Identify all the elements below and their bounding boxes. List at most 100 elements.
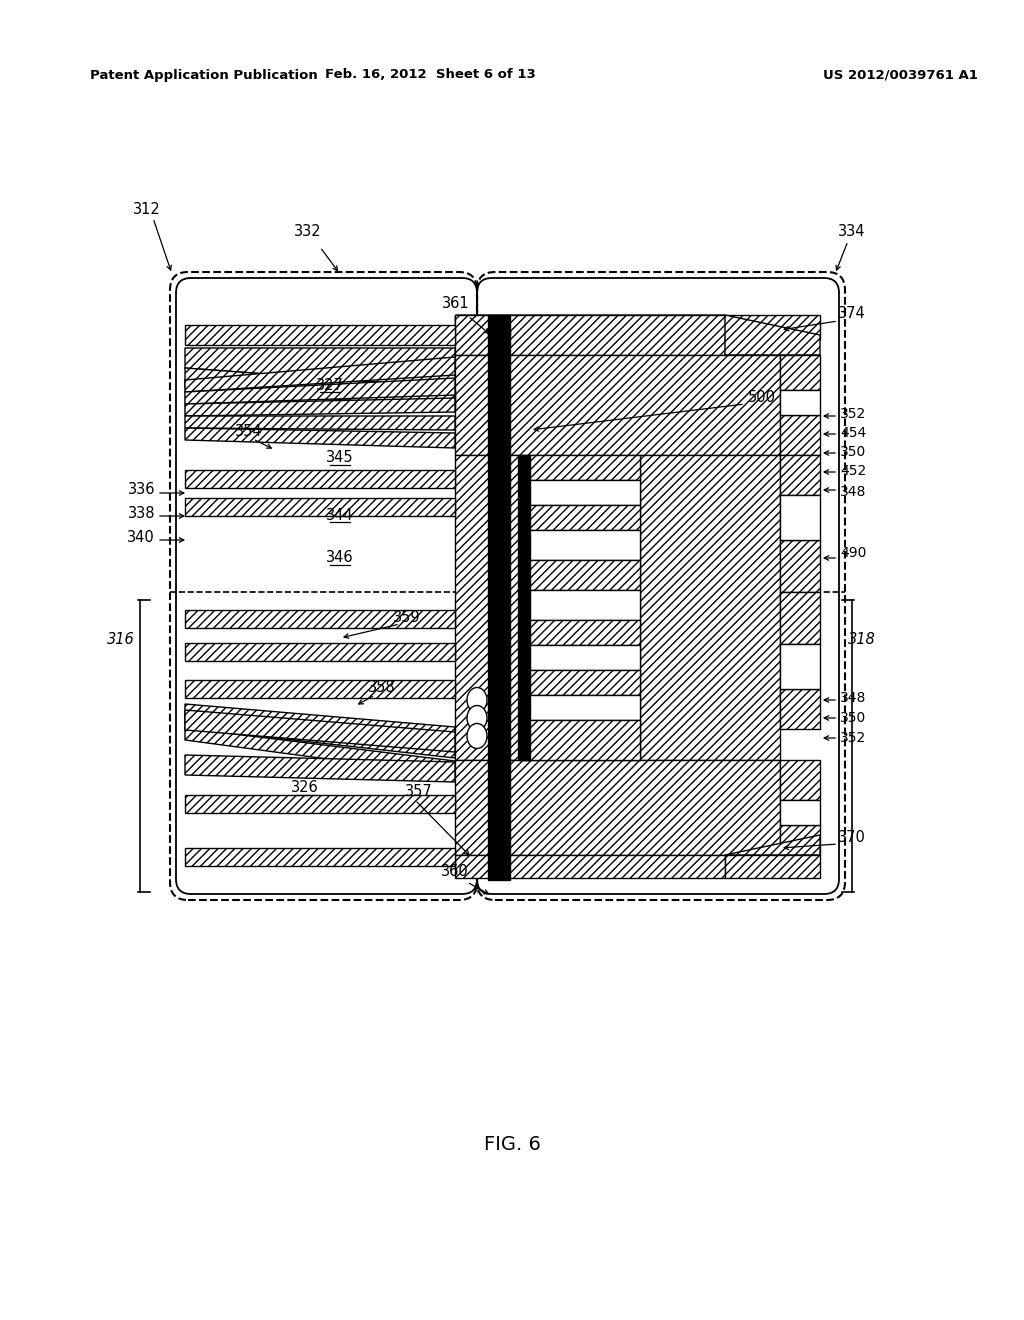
Text: 318: 318 [848,632,876,648]
Bar [185,643,455,661]
Bar [455,315,725,335]
Polygon shape [725,315,820,355]
Bar [520,671,640,696]
Polygon shape [185,755,455,781]
Bar [520,560,640,590]
Text: 348: 348 [840,690,866,705]
Bar [518,455,530,760]
Text: 358: 358 [368,681,395,696]
Bar [520,531,640,560]
Bar [780,389,820,414]
Text: 340: 340 [127,531,155,545]
Text: 346: 346 [327,550,354,565]
Bar [640,455,780,760]
Polygon shape [185,416,455,430]
Bar [520,506,640,531]
Bar [520,696,640,719]
Bar [455,760,780,855]
Text: 312: 312 [133,202,161,218]
Polygon shape [185,348,455,388]
Text: 359: 359 [393,610,421,624]
Bar [185,389,455,411]
Bar [185,498,455,516]
Polygon shape [780,355,820,389]
Bar [185,847,455,866]
Polygon shape [455,315,725,335]
Polygon shape [185,368,455,408]
FancyBboxPatch shape [170,272,477,900]
Polygon shape [780,414,820,455]
Bar [520,719,640,760]
Polygon shape [185,378,455,404]
Bar [780,591,820,644]
Bar [185,470,455,488]
Ellipse shape [467,688,487,713]
Bar [520,455,640,480]
Bar [488,870,510,880]
FancyBboxPatch shape [477,272,845,900]
Text: 338: 338 [128,506,155,520]
Text: 500: 500 [748,391,776,405]
Bar [520,620,640,645]
Bar [455,455,520,760]
Ellipse shape [467,705,487,730]
Text: 361: 361 [442,297,470,312]
Bar [520,480,640,506]
Bar [780,644,820,689]
Bar [185,680,455,698]
Bar [185,610,455,628]
Text: 352: 352 [840,407,866,421]
Bar [488,315,510,335]
Bar [455,355,780,455]
Text: 348: 348 [840,484,866,499]
Text: Feb. 16, 2012  Sheet 6 of 13: Feb. 16, 2012 Sheet 6 of 13 [325,69,536,82]
Text: 490: 490 [840,546,866,560]
Bar [780,495,820,540]
Bar [520,590,640,620]
Text: 374: 374 [838,306,865,322]
Polygon shape [780,760,820,800]
Text: 452: 452 [840,465,866,478]
Polygon shape [725,836,820,855]
Bar [780,455,820,495]
Text: FIG. 6: FIG. 6 [483,1135,541,1155]
Text: 454: 454 [840,426,866,440]
Text: 357: 357 [406,784,433,800]
Polygon shape [185,704,455,741]
Text: Patent Application Publication: Patent Application Publication [90,69,317,82]
Bar [780,540,820,591]
Bar [780,689,820,729]
Polygon shape [185,715,455,758]
Text: 344: 344 [327,507,354,523]
Text: US 2012/0039761 A1: US 2012/0039761 A1 [822,69,978,82]
Bar [185,325,455,345]
Polygon shape [185,428,455,447]
Polygon shape [455,315,820,341]
Bar [520,645,640,671]
Text: 350: 350 [840,445,866,459]
Polygon shape [725,855,820,878]
Polygon shape [185,399,455,416]
Bar [185,795,455,813]
Text: 370: 370 [838,830,866,846]
Text: 316: 316 [108,632,135,648]
Polygon shape [780,825,820,855]
Polygon shape [185,356,455,392]
Polygon shape [185,710,455,752]
Text: 352: 352 [840,731,866,744]
Bar [455,855,725,878]
Polygon shape [185,729,455,776]
Text: 334: 334 [838,224,865,239]
Ellipse shape [467,723,487,748]
Text: 360: 360 [441,865,469,879]
Bar [488,330,510,870]
Bar [780,800,820,825]
Text: 354: 354 [234,425,262,440]
Text: 350: 350 [840,711,866,725]
Text: 345: 345 [327,450,354,466]
Bar [455,315,725,355]
Text: 332: 332 [294,224,322,239]
Text: 327: 327 [316,378,344,392]
Text: 336: 336 [128,483,155,498]
Text: 326: 326 [291,780,318,796]
